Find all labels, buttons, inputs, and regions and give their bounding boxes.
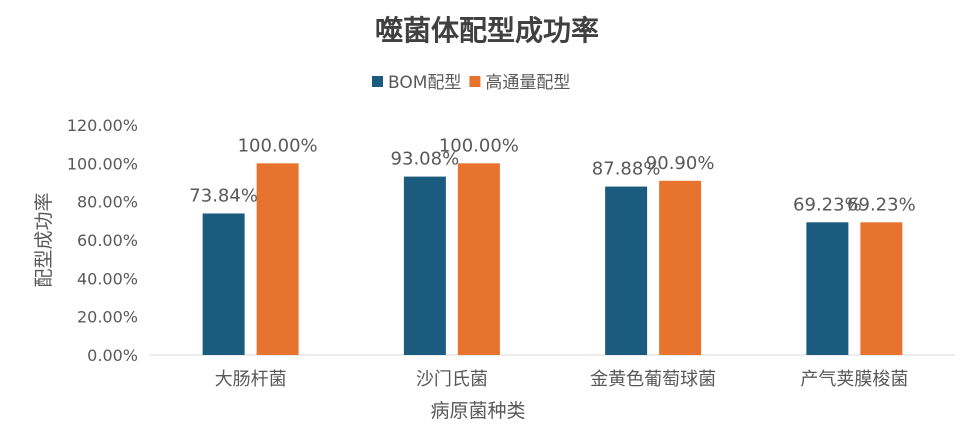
x-axis: 大肠杆菌 沙门氏菌 金黄色葡萄球菌 产气荚膜梭菌 [215, 369, 909, 390]
x-tick-label: 沙门氏菌 [416, 369, 488, 390]
x-tick-label: 金黄色葡萄球菌 [590, 369, 716, 390]
data-label: 69.23% [793, 194, 862, 215]
bar [860, 222, 903, 355]
bar [605, 186, 648, 355]
data-label: 87.88% [592, 159, 661, 180]
x-tick-label: 产气荚膜梭菌 [800, 369, 908, 390]
bar [256, 163, 299, 355]
y-tick-label: 100.00% [67, 154, 138, 173]
data-label: 90.90% [646, 153, 715, 174]
x-tick-label: 大肠杆菌 [215, 369, 287, 390]
data-label: 100.00% [238, 135, 318, 156]
y-tick-label: 20.00% [77, 308, 138, 327]
bar [457, 163, 500, 355]
legend-swatch [469, 76, 481, 87]
legend-label: BOM配型 [388, 73, 461, 93]
legend-swatch [372, 76, 383, 87]
y-tick-label: 80.00% [77, 193, 138, 212]
y-axis: 0.00% 20.00% 40.00% 60.00% 80.00% 100.00% 120.… [67, 116, 138, 365]
bar [659, 180, 702, 355]
bar [403, 176, 446, 355]
y-tick-label: 120.00% [67, 116, 138, 135]
y-tick-label: 0.00% [87, 346, 138, 365]
data-label: 73.84% [189, 185, 258, 206]
bar [202, 213, 245, 355]
x-axis-label: 病原菌种类 [430, 400, 525, 422]
legend: BOM配型 高通量配型 [372, 73, 570, 93]
bars: 73.84%100.00%93.08%100.00%87.88%90.90%69… [189, 135, 916, 355]
y-axis-label: 配型成功率 [33, 192, 55, 287]
y-tick-label: 40.00% [77, 269, 138, 288]
bar [806, 222, 849, 355]
data-label: 100.00% [439, 135, 519, 156]
chart-title: 噬菌体配型成功率 [375, 14, 599, 47]
data-label: 69.23% [847, 194, 916, 215]
legend-label: 高通量配型 [485, 73, 570, 93]
data-label: 93.08% [391, 149, 460, 170]
y-tick-label: 60.00% [77, 231, 138, 250]
